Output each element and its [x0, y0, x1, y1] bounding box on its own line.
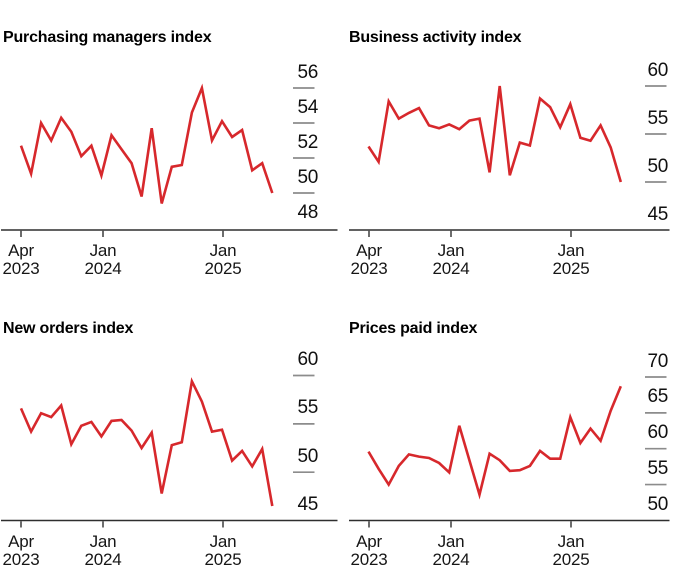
y-axis-label: 65 [647, 386, 668, 408]
y-axis-label: 55 [297, 397, 318, 419]
x-axis-label-year: 2024 [84, 259, 122, 278]
x-axis-label-month: Apr [8, 241, 34, 260]
y-axis-label: 55 [647, 458, 668, 480]
x-axis-label-year: 2024 [432, 550, 470, 569]
chart-title: Purchasing managers index [3, 29, 212, 46]
y-axis-label: 55 [647, 107, 668, 129]
x-axis-label-month: Jan [557, 241, 585, 260]
y-axis-label: 60 [297, 349, 318, 370]
x-axis-label-month: Jan [437, 532, 465, 551]
series-line [19, 83, 274, 204]
series-line [367, 385, 623, 500]
series-line [19, 377, 274, 507]
y-axis-label: 50 [647, 155, 668, 177]
x-axis-label-month: Jan [437, 241, 465, 260]
y-axis-label: 50 [297, 166, 318, 188]
panel-prices-paid-index: Prices paid index 70 65 60 55 50 Apr 2023 Jan 20… [339, 291, 678, 582]
x-axis-label-year: 2025 [204, 259, 242, 278]
x-axis-label-month: Apr [356, 532, 382, 551]
y-axis-label: 60 [647, 59, 668, 81]
x-axis-label-month: Jan [209, 241, 237, 260]
line-chart-business-activity-index [349, 85, 670, 237]
x-axis-label-month: Jan [89, 241, 117, 260]
y-axis-label: 56 [297, 61, 318, 83]
x-axis-label-year: 2025 [552, 550, 590, 569]
panel-purchasing-managers-index: Purchasing managers index 56 54 52 50 48 Apr 2… [0, 0, 339, 291]
x-axis-label-month: Jan [89, 532, 117, 551]
x-axis-label-month: Apr [356, 241, 382, 260]
x-axis-label-year: 2025 [204, 550, 242, 569]
y-axis-label: 48 [297, 201, 318, 223]
y-axis-label: 45 [297, 494, 318, 516]
x-axis-label-month: Apr [8, 532, 34, 551]
panel-new-orders-index: New orders index 60 55 50 45 Apr 2023 Jan 2024 J… [0, 291, 339, 582]
x-axis-label-year: 2023 [350, 550, 388, 569]
x-axis-label-year: 2023 [2, 550, 40, 569]
x-axis-label-month: Jan [209, 532, 237, 551]
y-axis-label: 70 [647, 350, 668, 372]
y-axis-label: 60 [647, 422, 668, 444]
chart-title: New orders index [3, 320, 134, 337]
x-axis-label-month: Jan [557, 532, 585, 551]
y-axis-label: 45 [647, 203, 668, 225]
chart-title: Business activity index [349, 29, 522, 46]
panel-business-activity-index: Business activity index 60 55 50 45 Apr 2023 J… [339, 0, 678, 291]
y-axis-label: 50 [297, 445, 318, 467]
x-axis-label-year: 2025 [552, 259, 590, 278]
line-chart-new-orders-index [1, 374, 338, 528]
x-axis-label-year: 2023 [350, 259, 388, 278]
x-axis-label-year: 2024 [84, 550, 122, 569]
series-line [367, 85, 623, 183]
chart-title: Prices paid index [349, 320, 478, 337]
line-chart-purchasing-managers-index [1, 83, 338, 237]
x-axis-label-year: 2023 [2, 259, 40, 278]
x-axis-label-year: 2024 [432, 259, 470, 278]
y-axis-label: 50 [647, 493, 668, 515]
line-chart-prices-paid-index [349, 376, 670, 528]
y-axis-label: 54 [297, 96, 318, 118]
y-axis-label: 52 [297, 131, 318, 153]
